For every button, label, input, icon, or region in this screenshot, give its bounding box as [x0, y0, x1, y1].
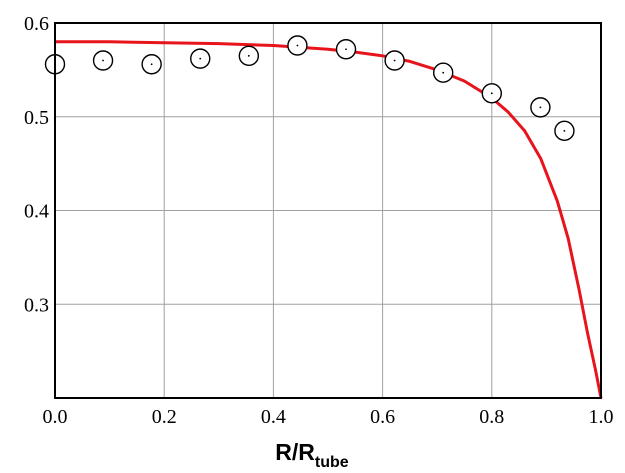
data-point-8: [433, 62, 454, 83]
plot-frame: [54, 22, 602, 399]
data-point-center: [442, 71, 445, 74]
x-tick-label-4: 0.8: [479, 406, 504, 428]
data-point-center: [296, 44, 299, 47]
data-point-1: [92, 50, 114, 71]
data-point-6: [335, 39, 357, 60]
data-point-center: [199, 57, 202, 60]
model-curve-line: [55, 40, 603, 399]
data-point-center: [563, 129, 566, 132]
x-tick-label-2: 0.4: [261, 406, 286, 428]
x-tick-label-3: 0.6: [370, 406, 395, 428]
data-point-9: [481, 83, 502, 104]
data-point-11: [554, 120, 575, 142]
data-point-2: [141, 54, 162, 75]
y-tick-label-3: 0.6: [24, 13, 49, 35]
x-tick-label-1: 0.2: [152, 406, 177, 428]
data-point-center: [539, 106, 542, 109]
x-tick-label-0: 0.0: [43, 406, 68, 428]
data-point-center: [490, 92, 493, 95]
x-tick-label-5: 1.0: [589, 406, 614, 428]
data-point-10: [530, 97, 551, 118]
x-axis-title: R/Rtube: [275, 439, 349, 471]
data-points: [44, 35, 575, 142]
data-point-5: [287, 35, 308, 56]
y-tick-label-2: 0.5: [24, 107, 49, 129]
x-axis-title-main: R/R: [275, 439, 315, 465]
data-point-4: [238, 45, 260, 67]
data-point-3: [190, 48, 211, 69]
y-tick-label-0: 0.3: [24, 294, 49, 316]
data-point-7: [384, 50, 405, 71]
data-point-center: [150, 63, 153, 66]
y-tick-labels: 0.3 0.4 0.5 0.6: [24, 13, 49, 316]
data-point-center: [102, 59, 104, 62]
gridlines: [55, 23, 601, 398]
data-point-center: [345, 48, 347, 51]
x-axis-title-subscript: tube: [315, 454, 349, 471]
model-curve: [55, 40, 603, 399]
y-tick-label-1: 0.4: [24, 201, 49, 223]
data-point-center: [393, 59, 396, 62]
x-tick-labels: 0.0 0.2 0.4 0.6 0.8 1.0: [43, 406, 614, 428]
data-point-center: [247, 54, 250, 57]
